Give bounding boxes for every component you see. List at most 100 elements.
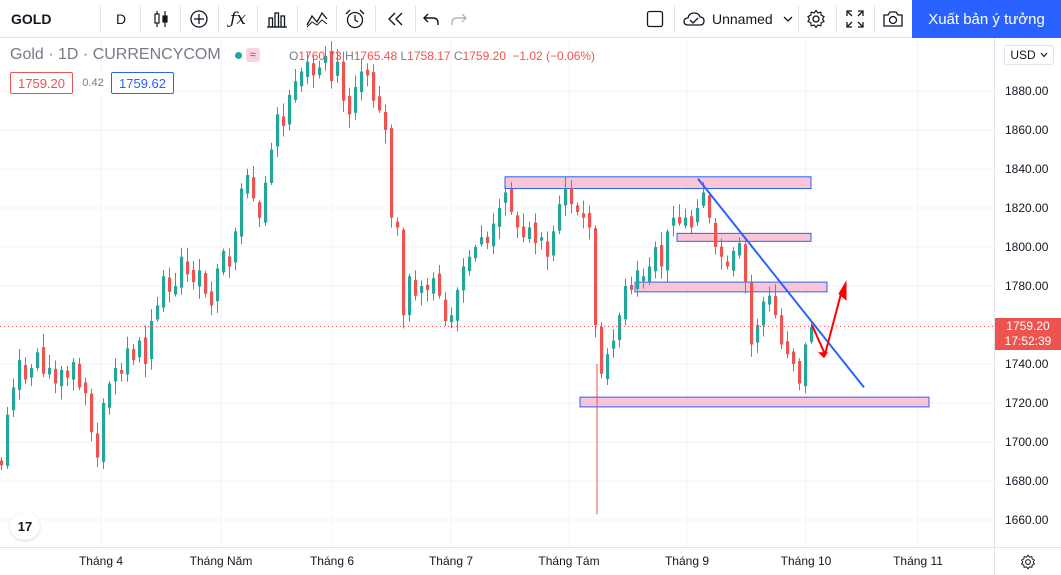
candle-down xyxy=(600,326,604,374)
candle-up xyxy=(642,276,646,282)
indicator-icon[interactable] xyxy=(300,0,334,38)
candle-up xyxy=(618,315,622,341)
candle-up xyxy=(240,188,244,237)
candle-up xyxy=(12,387,16,411)
price-axis-label: 1720.00 xyxy=(1005,396,1049,410)
candle-up xyxy=(732,250,736,271)
candle-up xyxy=(672,217,676,226)
candle-up xyxy=(138,340,142,358)
chart-pane[interactable] xyxy=(0,38,994,547)
price-axis-label: 1660.00 xyxy=(1005,513,1049,527)
candle-down xyxy=(90,393,94,433)
fx-icon[interactable]: ƒx xyxy=(230,9,246,29)
candle-up xyxy=(450,315,454,323)
toolbar-divider xyxy=(375,6,376,32)
layout-menu-button[interactable]: Unnamed xyxy=(678,0,798,38)
candle-down xyxy=(780,315,784,345)
publish-idea-button[interactable]: Xuất bản ý tưởng xyxy=(912,0,1061,38)
symbol-search-button[interactable]: GOLD xyxy=(11,11,52,27)
candle-down xyxy=(792,351,796,364)
high-value: 1765.48 xyxy=(353,49,398,63)
toolbar-divider xyxy=(336,6,337,32)
candle-up xyxy=(696,208,700,223)
candle-up xyxy=(654,247,658,272)
candle-up xyxy=(72,362,76,380)
bar-template-icon[interactable] xyxy=(260,0,294,38)
axis-settings-icon[interactable] xyxy=(994,547,1061,575)
candle-up xyxy=(558,204,562,231)
time-axis-label: Tháng 4 xyxy=(78,554,124,568)
candle-up xyxy=(216,268,220,302)
candle-up xyxy=(180,256,184,288)
time-axis[interactable] xyxy=(0,547,994,575)
fullscreen-icon[interactable] xyxy=(838,0,872,38)
candle-up xyxy=(6,414,10,467)
open-value: 1760.73 xyxy=(298,49,342,63)
redo-icon[interactable] xyxy=(444,0,474,38)
candle-up xyxy=(60,369,64,387)
price-chart[interactable] xyxy=(0,38,994,547)
currency-select[interactable]: USD xyxy=(1004,45,1054,65)
buy-price-button[interactable]: 1759.62 xyxy=(111,72,174,94)
time-axis-label: Tháng 10 xyxy=(780,554,832,568)
candles-icon[interactable] xyxy=(144,0,178,38)
arrow-head xyxy=(818,352,828,359)
candle-up xyxy=(150,321,154,360)
toolbar-divider xyxy=(297,6,298,32)
tradingview-logo[interactable]: 17 xyxy=(10,512,40,540)
candle-down xyxy=(750,282,754,345)
candle-up xyxy=(432,278,436,294)
candle-down xyxy=(144,337,148,364)
candle-up xyxy=(288,94,292,125)
price-axis-label: 1740.00 xyxy=(1005,357,1049,371)
candle-down xyxy=(0,460,4,466)
candle-down xyxy=(522,226,526,238)
candle-down xyxy=(594,228,598,325)
toolbar-divider xyxy=(415,6,416,32)
interval-button[interactable]: D xyxy=(115,11,127,27)
checkbox-icon[interactable] xyxy=(640,0,670,38)
alarm-icon[interactable] xyxy=(338,0,372,38)
price-axis-label: 1860.00 xyxy=(1005,123,1049,137)
time-axis-label: Tháng Tám xyxy=(538,554,600,568)
undo-icon[interactable] xyxy=(416,0,446,38)
candle-down xyxy=(630,285,634,290)
candle-up xyxy=(36,352,40,369)
candle-down xyxy=(372,72,376,101)
candle-down xyxy=(660,245,664,267)
sell-price-button[interactable]: 1759.20 xyxy=(10,72,73,94)
time-axis-label: Tháng 9 xyxy=(664,554,710,568)
candle-down xyxy=(726,261,730,267)
candle-up xyxy=(456,289,460,321)
candle-up xyxy=(30,367,34,378)
candle-down xyxy=(576,205,580,212)
toolbar-divider xyxy=(218,6,219,32)
support-resistance-zone xyxy=(634,281,828,293)
toolbar-divider xyxy=(180,6,181,32)
replay-icon[interactable] xyxy=(378,0,412,38)
candle-up xyxy=(498,208,502,227)
candle-up xyxy=(480,237,484,245)
candle-up xyxy=(306,61,310,78)
chart-legend: Gold · 1D · CURRENCYCOM ≈ xyxy=(10,46,260,64)
camera-icon[interactable] xyxy=(876,0,910,38)
candle-down xyxy=(396,221,400,228)
candle-down xyxy=(66,370,70,378)
settings-icon[interactable] xyxy=(800,0,832,38)
forecast-arrow xyxy=(811,289,843,358)
candle-down xyxy=(438,273,442,296)
candle-down xyxy=(786,341,790,355)
candle-down xyxy=(24,365,28,380)
price-axis[interactable] xyxy=(994,38,1061,547)
candle-up xyxy=(810,326,814,342)
candle-down xyxy=(342,61,346,101)
toolbar-divider xyxy=(836,6,837,32)
time-axis-label: Tháng Năm xyxy=(189,554,253,568)
plus-circle-icon[interactable] xyxy=(182,0,216,38)
candle-up xyxy=(300,71,304,87)
low-value: 1758.17 xyxy=(407,49,451,63)
candle-down xyxy=(444,299,448,322)
price-axis-label: 1780.00 xyxy=(1005,279,1049,293)
candle-up xyxy=(492,223,496,247)
candle-down xyxy=(204,273,208,294)
